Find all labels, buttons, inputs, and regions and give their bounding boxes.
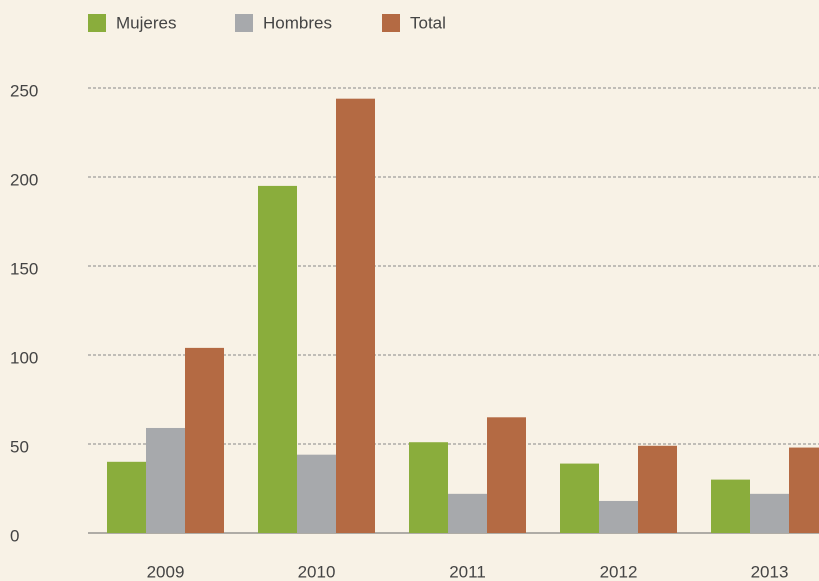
legend-label: Total: [410, 13, 446, 32]
bar: [146, 427, 185, 533]
legend-label: Mujeres: [116, 13, 176, 32]
y-tick-label: 150: [10, 259, 38, 278]
bar: [638, 445, 677, 533]
y-tick-label: 0: [10, 526, 19, 545]
legend-swatch: [235, 14, 253, 32]
bar: [185, 347, 224, 533]
legend-swatch: [88, 14, 106, 32]
bar: [789, 447, 819, 533]
bar: [297, 454, 336, 533]
bar: [448, 493, 487, 533]
bar: [487, 417, 526, 533]
x-tick-label: 2009: [147, 562, 185, 581]
y-tick-label: 250: [10, 81, 38, 100]
x-tick-label: 2012: [600, 562, 638, 581]
y-tick-label: 200: [10, 170, 38, 189]
x-tick-label: 2013: [751, 562, 789, 581]
bar: [750, 493, 789, 533]
bar: [336, 98, 375, 534]
x-tick-label: 2010: [298, 562, 336, 581]
legend-swatch: [382, 14, 400, 32]
y-tick-label: 100: [10, 348, 38, 367]
legend-label: Hombres: [263, 13, 332, 32]
bar: [409, 442, 448, 533]
bar: [599, 500, 638, 533]
x-tick-label: 2011: [449, 562, 486, 581]
bar: [107, 461, 146, 533]
bar: [560, 463, 599, 533]
bar: [258, 185, 297, 533]
bar: [711, 479, 750, 533]
y-tick-label: 50: [10, 437, 29, 456]
